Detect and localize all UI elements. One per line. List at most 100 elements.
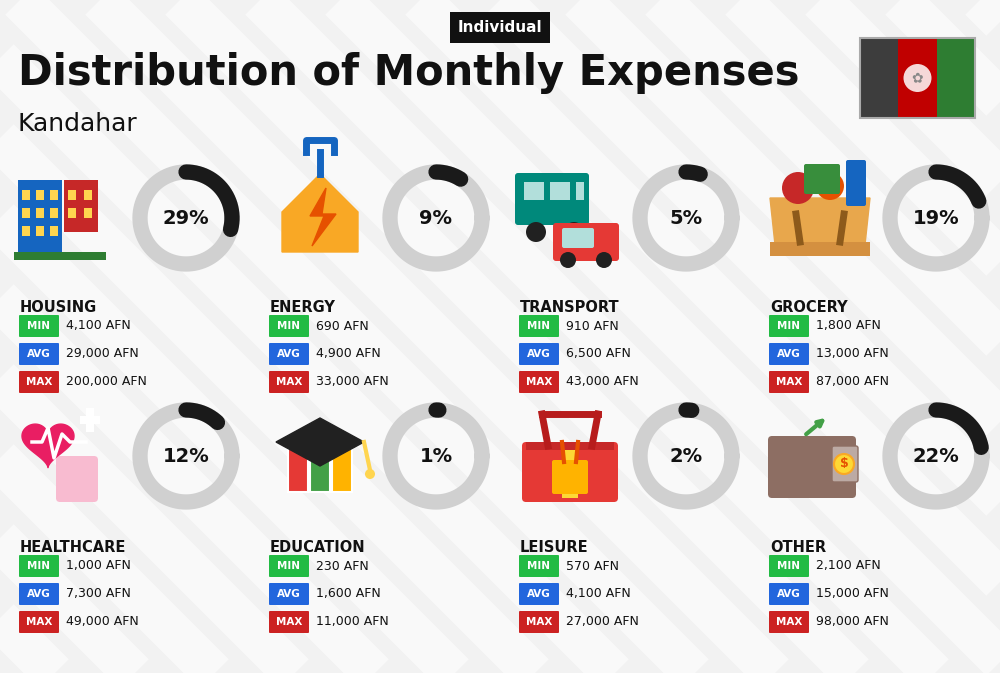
Text: MAX: MAX — [776, 377, 802, 387]
Text: Kandahar: Kandahar — [18, 112, 138, 136]
FancyBboxPatch shape — [524, 182, 544, 200]
Text: 33,000 AFN: 33,000 AFN — [316, 376, 389, 388]
Text: 4,100 AFN: 4,100 AFN — [66, 320, 131, 332]
Text: 9%: 9% — [420, 209, 452, 227]
FancyBboxPatch shape — [550, 182, 570, 200]
Text: 87,000 AFN: 87,000 AFN — [816, 376, 889, 388]
Text: MAX: MAX — [526, 617, 552, 627]
Text: AVG: AVG — [27, 349, 51, 359]
FancyBboxPatch shape — [18, 180, 62, 252]
Text: 13,000 AFN: 13,000 AFN — [816, 347, 889, 361]
FancyBboxPatch shape — [36, 226, 44, 236]
Text: 1,800 AFN: 1,800 AFN — [816, 320, 881, 332]
FancyBboxPatch shape — [522, 442, 618, 502]
FancyBboxPatch shape — [562, 446, 578, 498]
FancyBboxPatch shape — [269, 611, 309, 633]
Text: 22%: 22% — [913, 446, 959, 466]
Text: 49,000 AFN: 49,000 AFN — [66, 616, 139, 629]
FancyBboxPatch shape — [846, 160, 866, 206]
Circle shape — [526, 222, 546, 242]
FancyBboxPatch shape — [84, 190, 92, 200]
Polygon shape — [22, 424, 74, 468]
FancyBboxPatch shape — [769, 343, 809, 365]
FancyBboxPatch shape — [770, 242, 870, 256]
FancyBboxPatch shape — [50, 190, 58, 200]
Text: 6,500 AFN: 6,500 AFN — [566, 347, 631, 361]
FancyBboxPatch shape — [310, 446, 330, 492]
FancyBboxPatch shape — [519, 555, 559, 577]
Text: MIN: MIN — [28, 561, 50, 571]
FancyBboxPatch shape — [804, 164, 840, 194]
FancyBboxPatch shape — [269, 583, 309, 605]
Text: 230 AFN: 230 AFN — [316, 559, 369, 573]
Text: 1,600 AFN: 1,600 AFN — [316, 588, 381, 600]
Text: 11,000 AFN: 11,000 AFN — [316, 616, 389, 629]
Text: 570 AFN: 570 AFN — [566, 559, 619, 573]
FancyBboxPatch shape — [22, 208, 30, 218]
FancyBboxPatch shape — [19, 315, 59, 337]
FancyBboxPatch shape — [526, 442, 614, 450]
Text: MAX: MAX — [526, 377, 552, 387]
Polygon shape — [282, 174, 358, 252]
Text: MIN: MIN — [778, 321, 800, 331]
Circle shape — [596, 252, 612, 268]
FancyBboxPatch shape — [519, 371, 559, 393]
FancyBboxPatch shape — [36, 208, 44, 218]
FancyBboxPatch shape — [519, 343, 559, 365]
Text: MIN: MIN — [278, 561, 300, 571]
Text: 2%: 2% — [669, 446, 703, 466]
Text: MAX: MAX — [26, 617, 52, 627]
Text: AVG: AVG — [777, 349, 801, 359]
Text: 200,000 AFN: 200,000 AFN — [66, 376, 147, 388]
FancyBboxPatch shape — [332, 446, 352, 492]
FancyBboxPatch shape — [269, 343, 309, 365]
FancyBboxPatch shape — [56, 456, 98, 502]
FancyBboxPatch shape — [860, 38, 898, 118]
Circle shape — [560, 252, 576, 268]
FancyBboxPatch shape — [19, 371, 59, 393]
FancyBboxPatch shape — [68, 190, 76, 200]
FancyBboxPatch shape — [269, 315, 309, 337]
FancyBboxPatch shape — [22, 190, 30, 200]
Text: MAX: MAX — [776, 617, 802, 627]
Text: HOUSING: HOUSING — [20, 300, 97, 315]
Text: 15,000 AFN: 15,000 AFN — [816, 588, 889, 600]
FancyBboxPatch shape — [14, 252, 106, 260]
FancyBboxPatch shape — [269, 555, 309, 577]
Text: AVG: AVG — [27, 589, 51, 599]
Text: 29,000 AFN: 29,000 AFN — [66, 347, 139, 361]
Text: LEISURE: LEISURE — [520, 540, 589, 555]
FancyBboxPatch shape — [832, 446, 858, 482]
FancyBboxPatch shape — [769, 611, 809, 633]
Text: GROCERY: GROCERY — [770, 300, 848, 315]
FancyBboxPatch shape — [519, 583, 559, 605]
Text: $: $ — [840, 458, 848, 470]
FancyBboxPatch shape — [769, 315, 809, 337]
FancyBboxPatch shape — [269, 371, 309, 393]
Text: AVG: AVG — [527, 349, 551, 359]
Circle shape — [904, 64, 932, 92]
Text: ✿: ✿ — [912, 71, 923, 85]
Circle shape — [816, 172, 844, 200]
FancyBboxPatch shape — [306, 442, 334, 456]
Text: TRANSPORT: TRANSPORT — [520, 300, 620, 315]
FancyBboxPatch shape — [19, 583, 59, 605]
Text: MIN: MIN — [778, 561, 800, 571]
Text: HEALTHCARE: HEALTHCARE — [20, 540, 126, 555]
FancyBboxPatch shape — [19, 343, 59, 365]
FancyBboxPatch shape — [769, 555, 809, 577]
FancyBboxPatch shape — [84, 208, 92, 218]
FancyBboxPatch shape — [519, 315, 559, 337]
FancyBboxPatch shape — [515, 173, 589, 225]
FancyBboxPatch shape — [86, 408, 94, 432]
Circle shape — [834, 454, 854, 474]
FancyBboxPatch shape — [36, 190, 44, 200]
FancyBboxPatch shape — [288, 446, 308, 492]
Polygon shape — [276, 418, 364, 466]
Text: OTHER: OTHER — [770, 540, 826, 555]
Text: MIN: MIN — [528, 561, 550, 571]
Text: MIN: MIN — [528, 321, 550, 331]
FancyBboxPatch shape — [562, 228, 594, 248]
Text: MAX: MAX — [276, 377, 302, 387]
Text: 4,900 AFN: 4,900 AFN — [316, 347, 381, 361]
